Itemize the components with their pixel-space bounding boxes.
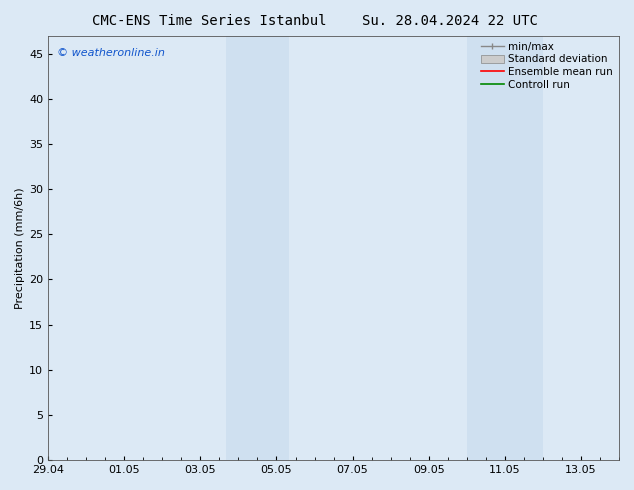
Text: © weatheronline.in: © weatheronline.in (56, 49, 165, 58)
Text: CMC-ENS Time Series Istanbul: CMC-ENS Time Series Istanbul (92, 14, 327, 28)
Y-axis label: Precipitation (mm/6h): Precipitation (mm/6h) (15, 187, 25, 309)
Text: Su. 28.04.2024 22 UTC: Su. 28.04.2024 22 UTC (362, 14, 538, 28)
Bar (467, 36, 543, 460)
Bar (226, 36, 289, 460)
Legend: min/max, Standard deviation, Ensemble mean run, Controll run: min/max, Standard deviation, Ensemble me… (478, 39, 616, 93)
